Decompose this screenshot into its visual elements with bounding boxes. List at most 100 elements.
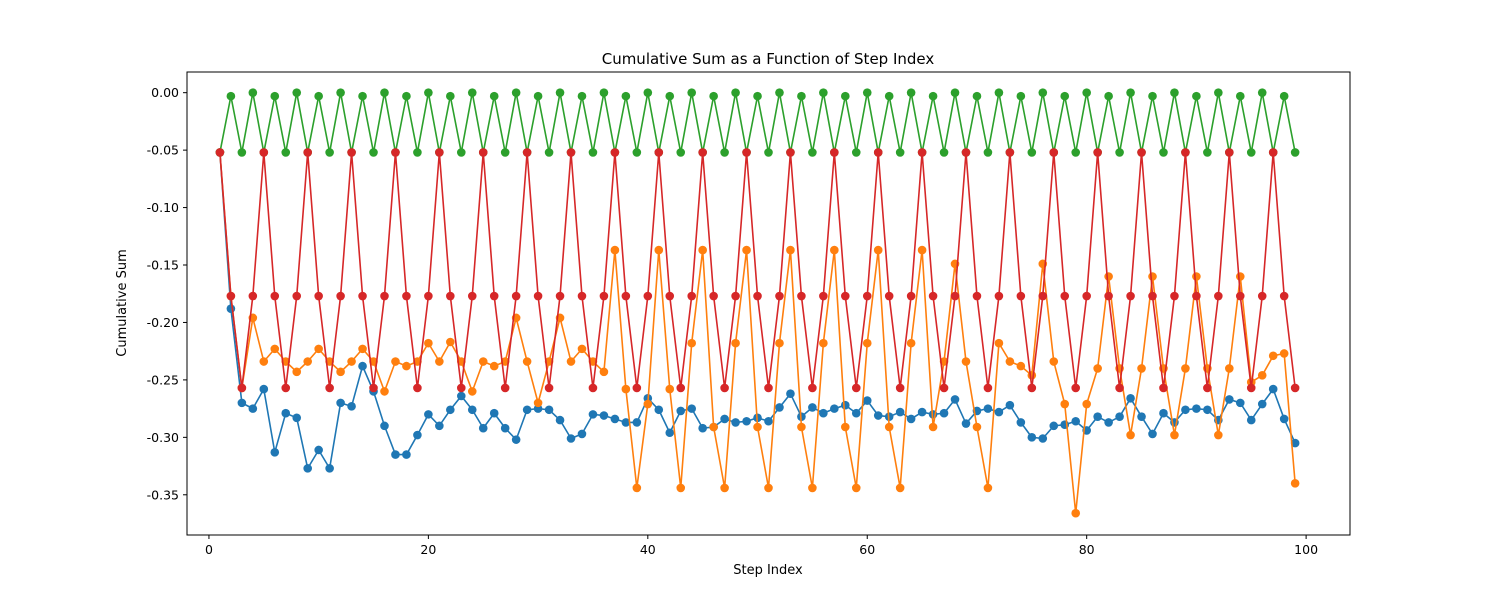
series-2-point <box>841 422 850 432</box>
series-4-point <box>1159 383 1168 393</box>
series-2-point <box>687 338 696 348</box>
series-4-point <box>786 148 795 157</box>
series-2-point <box>1104 272 1113 281</box>
series-1-point <box>1192 404 1201 413</box>
series-2-point <box>830 245 839 255</box>
series-4-point <box>1225 148 1234 157</box>
series-3-point <box>632 148 642 157</box>
series-2-point <box>1060 399 1070 409</box>
series-3-point <box>797 91 806 101</box>
y-tick-label-6: -0.30 <box>147 430 179 445</box>
series-1-point <box>961 419 971 428</box>
series-1-point <box>467 405 477 415</box>
series-1-point <box>808 403 817 412</box>
series-4-point <box>720 383 729 393</box>
series-2-point <box>522 357 532 366</box>
x-tick-label-3: 60 <box>859 542 875 557</box>
series-3-point <box>1279 91 1289 101</box>
series-1-point <box>1225 395 1234 404</box>
series-3-point <box>599 88 609 97</box>
series-1-point <box>248 404 258 413</box>
series-3-point <box>1060 91 1070 101</box>
series-2-point <box>1016 361 1026 371</box>
series-2-point <box>819 338 828 348</box>
series-3-point <box>1214 88 1223 97</box>
series-4-point <box>1126 291 1135 301</box>
series-2-point <box>1093 364 1102 373</box>
series-3-point <box>413 148 422 157</box>
series-4-point <box>424 291 433 301</box>
series-3-point <box>1016 91 1026 101</box>
series-4-point <box>1214 291 1223 301</box>
series-2-point <box>1148 272 1157 281</box>
series-3-point <box>467 88 477 97</box>
series-3-point <box>358 91 367 101</box>
series-2-point <box>446 337 455 347</box>
series-4-point <box>676 383 686 393</box>
series-2-point <box>1290 479 1300 488</box>
series-1-point <box>435 421 444 431</box>
series-2-point <box>753 422 762 432</box>
series-1-point <box>786 389 795 398</box>
series-4-point <box>314 291 323 301</box>
series-1-point <box>336 398 345 408</box>
series-3-point <box>1203 148 1212 157</box>
series-3-point <box>1192 91 1201 101</box>
series-4-point <box>402 291 411 301</box>
y-tick-label-2: -0.10 <box>147 200 179 215</box>
series-3-point <box>456 148 466 157</box>
plot-area: 0 20 40 60 80 100 0.00 -0.05 -0.10 -0.15 -0.20 -0.… <box>147 71 1351 557</box>
series-2-point <box>643 399 653 409</box>
series-2-line <box>219 152 1296 514</box>
series-4-point <box>994 291 1004 301</box>
series-2-point <box>1279 349 1289 358</box>
series-2-point <box>873 245 883 255</box>
series-3-point <box>1115 148 1124 157</box>
series-4-point <box>819 291 828 301</box>
series-1-point <box>358 361 367 371</box>
series-4-point <box>1137 148 1146 157</box>
series-4-point <box>259 148 269 157</box>
series-1 <box>215 148 1300 473</box>
x-tick-label-4: 80 <box>1079 542 1095 557</box>
series-4-point <box>1093 148 1102 157</box>
series-2-point <box>1225 364 1234 373</box>
series-2-point <box>665 384 675 394</box>
series-3-point <box>226 91 236 101</box>
series-4-point <box>731 291 740 301</box>
series-4-point <box>358 291 367 301</box>
series-4-point <box>336 291 345 301</box>
series-2-point <box>720 483 729 493</box>
series-1-point <box>983 404 993 413</box>
series-1-point <box>895 407 905 417</box>
series-1-point <box>259 384 269 394</box>
series-4-point <box>380 291 389 301</box>
series-1-point <box>1093 412 1102 421</box>
series-1-point <box>303 464 312 473</box>
series-4-point <box>654 148 664 157</box>
series-3-point <box>1082 88 1091 97</box>
series-1-point <box>1246 415 1256 425</box>
series-3-point <box>950 88 960 97</box>
series-4-point <box>435 148 444 157</box>
series-1-point <box>413 430 422 440</box>
series-1-point <box>1005 400 1015 410</box>
series-1-point <box>1137 412 1146 421</box>
series-4-point <box>1203 383 1212 393</box>
series-3-point <box>720 148 729 157</box>
series-4-point <box>1115 383 1124 393</box>
series-2-point <box>1027 371 1037 380</box>
series-2-point <box>928 422 938 432</box>
series-4-point <box>698 148 707 157</box>
series-3-point <box>994 88 1004 97</box>
series-4-point <box>270 291 280 301</box>
series-3-point <box>270 91 280 101</box>
series-3-point <box>621 91 631 101</box>
series-4-point <box>489 291 499 301</box>
series-2-point <box>632 483 642 493</box>
series-2-point <box>1257 371 1267 380</box>
series-2-point <box>742 245 751 255</box>
series-4-point <box>1082 291 1091 301</box>
series-4-point <box>797 291 806 301</box>
series-3-point <box>906 88 916 97</box>
